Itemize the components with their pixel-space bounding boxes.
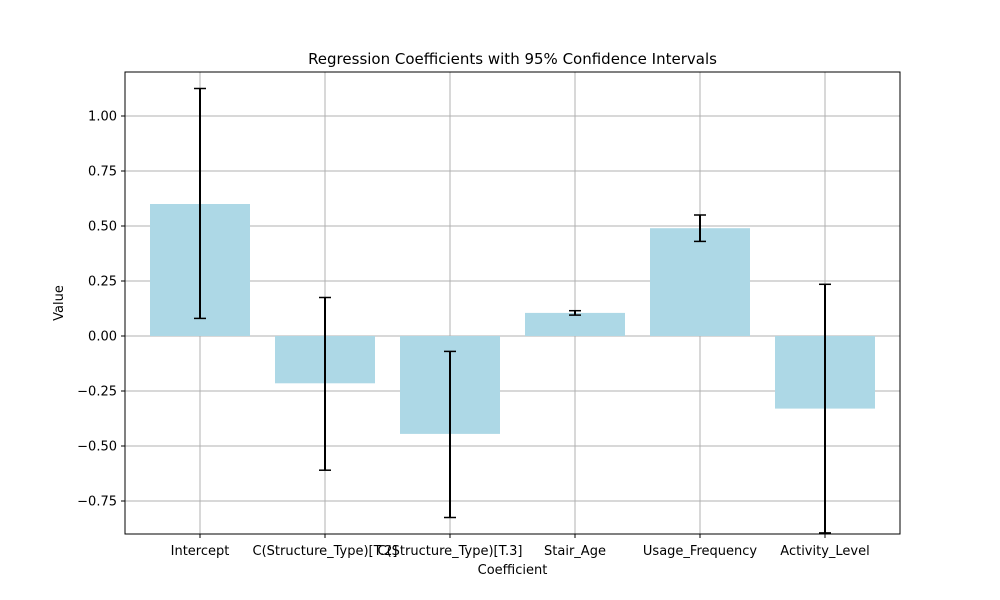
y-tick-label: 1.00	[88, 110, 117, 125]
chart-title: Regression Coefficients with 95% Confide…	[308, 50, 717, 68]
x-axis-title: Coefficient	[478, 563, 548, 578]
ticks-layer: −0.75 −0.50 −0.25 0.00 0.25 0.50 0.75 1.00 Inter…	[77, 110, 870, 560]
y-tick-label: −0.75	[77, 495, 117, 510]
y-tick-label: 0.75	[88, 165, 117, 180]
y-tick-label: −0.25	[77, 385, 117, 400]
x-tick-label: Intercept	[171, 544, 230, 559]
y-tick-label: 0.00	[88, 330, 117, 345]
plot-frame	[124, 71, 901, 535]
bar	[525, 312, 625, 336]
y-axis-title: Value	[52, 285, 67, 321]
y-tick-label: −0.50	[77, 440, 117, 455]
y-tick-label: 0.50	[88, 220, 117, 235]
x-tick-label: C(Structure_Type)[T.3]	[378, 544, 523, 559]
x-tick-label: C(Structure_Type)[T.2]	[253, 544, 398, 559]
x-tick-label: Activity_Level	[780, 544, 869, 559]
x-tick-label: Stair_Age	[544, 544, 606, 559]
errorbars-layer	[194, 87, 831, 534]
x-tick-label: Usage_Frequency	[643, 544, 757, 559]
bar	[650, 228, 750, 336]
bars-layer	[150, 204, 875, 434]
y-tick-label: 0.25	[88, 275, 117, 290]
